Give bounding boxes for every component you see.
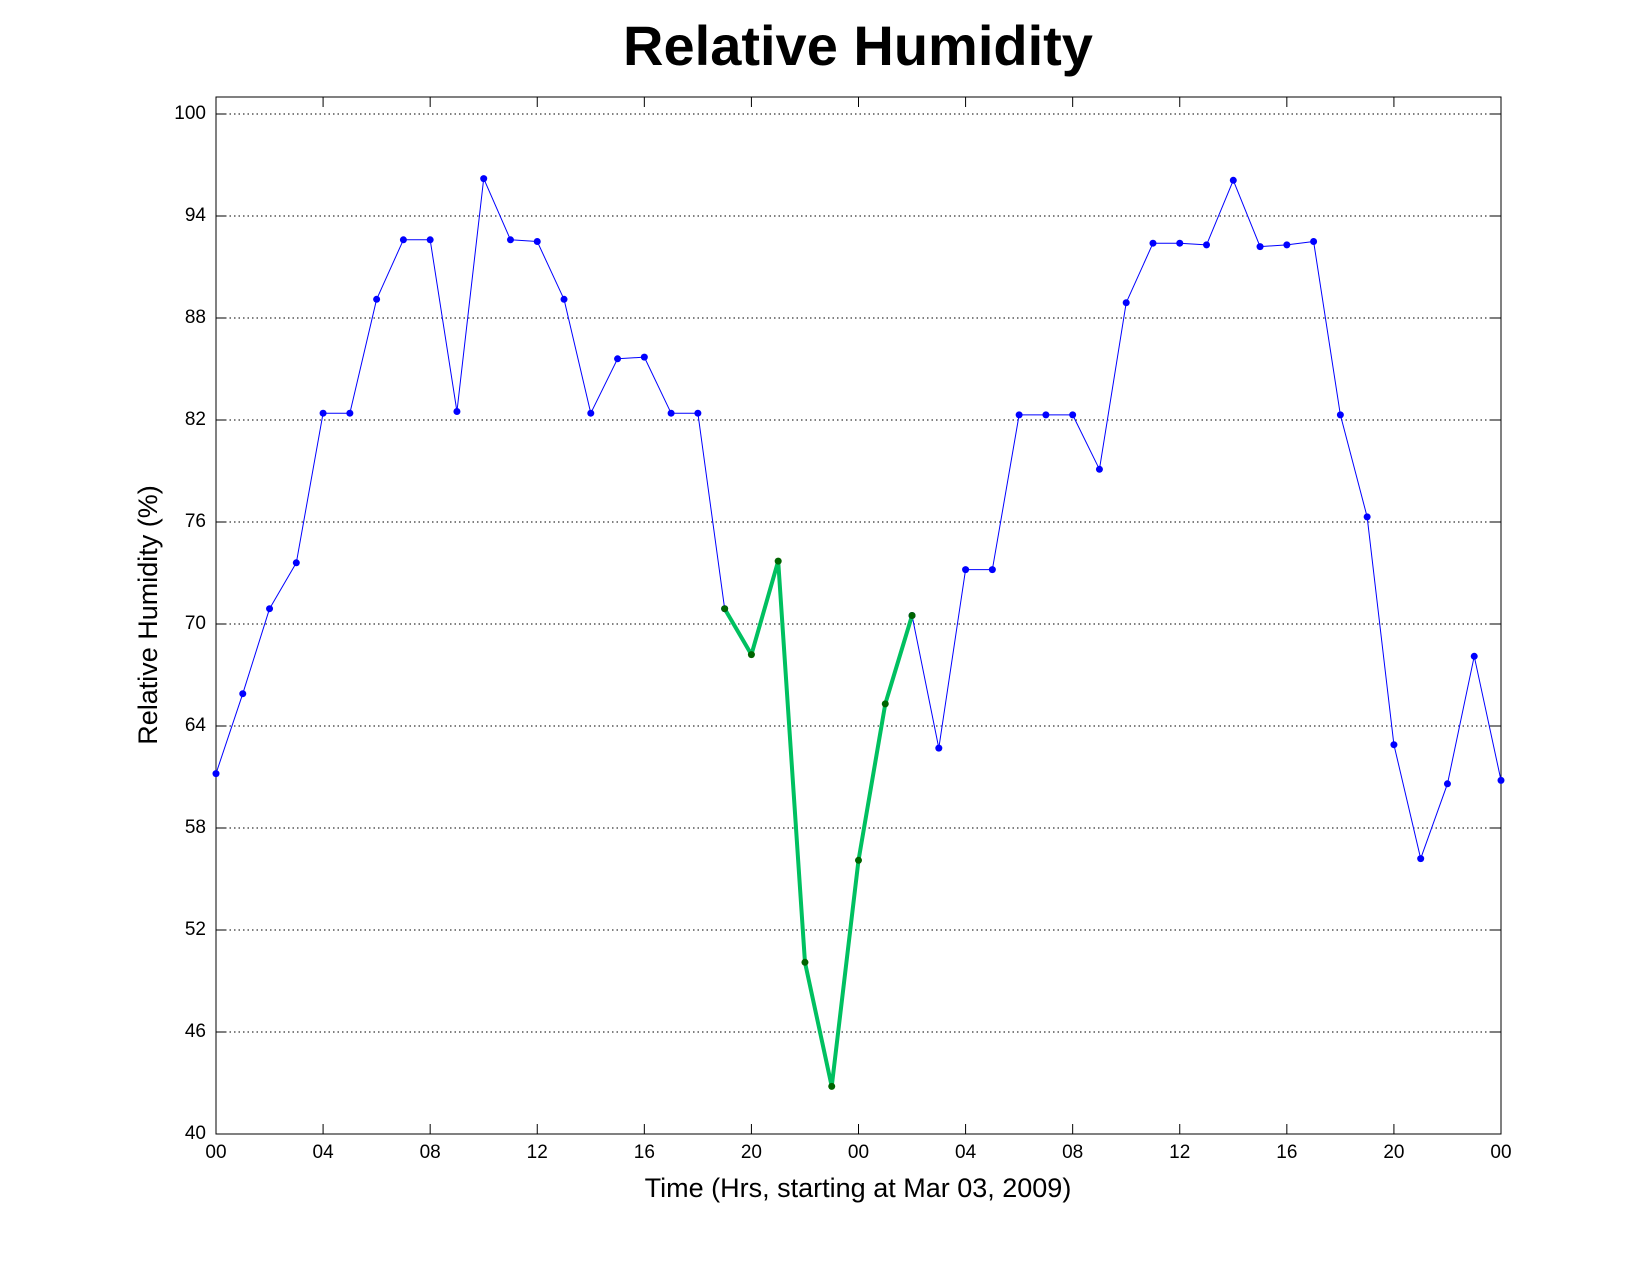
x-tick-label: 04: [955, 1142, 977, 1163]
data-point: [480, 175, 488, 183]
data-point: [721, 605, 729, 613]
data-point: [1229, 176, 1237, 184]
data-point: [855, 856, 862, 864]
data-point: [266, 605, 274, 613]
x-tick-label: 16: [1276, 1142, 1297, 1163]
data-point: [962, 566, 970, 574]
y-tick-label: 100: [174, 103, 206, 124]
data-point: [453, 408, 461, 415]
data-point: [506, 236, 514, 244]
data-point: [319, 409, 327, 417]
data-point: [1203, 241, 1211, 249]
data-point: [1310, 238, 1318, 245]
data-point: [239, 690, 247, 698]
data-point: [399, 236, 407, 244]
x-tick-label: 04: [313, 1142, 335, 1163]
data-point: [1042, 411, 1050, 419]
data-point: [747, 651, 755, 659]
data-point: [560, 295, 568, 303]
data-point: [1095, 465, 1103, 473]
data-point: [614, 355, 622, 363]
data-point: [533, 238, 541, 245]
y-tick-label: 82: [185, 409, 206, 430]
data-point: [346, 409, 354, 417]
x-tick-label: 20: [741, 1142, 762, 1163]
data-point: [801, 958, 809, 966]
data-point: [426, 236, 434, 244]
data-point: [587, 409, 595, 417]
x-tick-label: 12: [1169, 1142, 1190, 1163]
y-tick-label: 46: [185, 1021, 206, 1042]
data-point: [1363, 513, 1371, 521]
data-point: [1390, 741, 1398, 749]
x-tick-label: 00: [848, 1142, 869, 1163]
data-point: [1336, 411, 1344, 419]
x-tick-label: 08: [1062, 1142, 1083, 1163]
y-tick-label: 88: [185, 307, 206, 328]
x-tick-label: 12: [527, 1142, 548, 1163]
data-point: [694, 409, 702, 417]
y-tick-label: 70: [185, 613, 206, 634]
data-point: [1283, 241, 1291, 249]
data-point: [1069, 411, 1077, 419]
data-point: [1256, 243, 1264, 251]
x-tick-label: 08: [420, 1142, 441, 1163]
data-point: [667, 409, 675, 417]
data-point: [212, 770, 220, 778]
data-point: [1176, 239, 1184, 247]
x-tick-label: 16: [634, 1142, 655, 1163]
y-tick-label: 58: [185, 817, 206, 838]
y-tick-label: 94: [185, 205, 207, 226]
data-point: [774, 557, 782, 565]
data-point: [988, 566, 996, 574]
data-point: [1122, 299, 1130, 307]
data-point: [640, 353, 648, 361]
data-point: [1015, 411, 1023, 419]
data-point: [881, 700, 889, 708]
data-point: [1417, 855, 1425, 863]
y-axis-label: Relative Humidity (%): [133, 485, 163, 745]
y-tick-label: 40: [185, 1123, 206, 1144]
data-point: [935, 744, 943, 752]
data-point: [1470, 652, 1478, 660]
data-point: [908, 612, 916, 619]
data-point: [1497, 776, 1505, 784]
data-point: [292, 559, 300, 567]
y-tick-label: 64: [185, 715, 207, 736]
x-tick-label: 20: [1383, 1142, 1404, 1163]
data-point: [1443, 780, 1451, 788]
data-point: [1149, 239, 1157, 247]
data-point: [828, 1082, 836, 1090]
plot-frame: [215, 96, 1502, 1135]
y-tick-label: 52: [185, 919, 206, 940]
data-line: [722, 559, 914, 1089]
x-axis-label: Time (Hrs, starting at Mar 03, 2009): [645, 1173, 1072, 1203]
chart-title: Relative Humidity: [623, 14, 1093, 77]
x-tick-label: 00: [205, 1142, 226, 1163]
data-line: [215, 178, 1502, 860]
y-tick-label: 76: [185, 511, 206, 532]
x-tick-label: 00: [1490, 1142, 1511, 1163]
data-point: [373, 295, 381, 303]
